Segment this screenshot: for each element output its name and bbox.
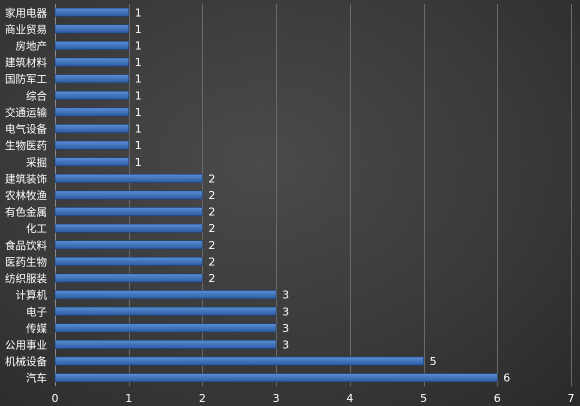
x-tick-label: 6 <box>494 392 501 405</box>
bar <box>54 90 130 100</box>
category-label: 采掘 <box>26 156 47 169</box>
bar <box>54 207 203 217</box>
category-label: 纺织服装 <box>5 272 47 285</box>
data-label: 3 <box>282 289 289 302</box>
data-label: 1 <box>135 56 142 69</box>
bar <box>54 173 203 183</box>
bar <box>54 323 277 333</box>
data-label: 2 <box>208 255 215 268</box>
category-label: 机械设备 <box>5 355 47 368</box>
data-label: 3 <box>282 305 289 318</box>
bar <box>54 41 130 50</box>
data-label: 3 <box>282 338 289 351</box>
category-label: 电气设备 <box>5 123 47 136</box>
x-tick-label: 4 <box>346 392 353 405</box>
data-label: 2 <box>208 222 215 235</box>
category-label: 化工 <box>26 222 47 235</box>
bar <box>54 273 203 283</box>
data-label: 1 <box>135 23 142 36</box>
bar <box>54 124 130 134</box>
bar <box>54 140 130 150</box>
data-label: 5 <box>430 355 437 368</box>
data-label: 1 <box>135 156 142 169</box>
category-label: 国防军工 <box>5 73 47 86</box>
data-label: 1 <box>135 106 142 119</box>
category-label: 建筑材料 <box>5 56 47 69</box>
category-label: 有色金属 <box>5 206 47 219</box>
category-label: 传媒 <box>26 322 47 335</box>
data-label: 1 <box>135 73 142 86</box>
x-tick-label: 3 <box>273 392 280 405</box>
data-label: 1 <box>135 6 142 19</box>
x-tick-label: 7 <box>568 392 575 405</box>
bar <box>54 24 130 34</box>
category-label: 食品饮料 <box>5 239 47 252</box>
data-label: 1 <box>135 89 142 102</box>
category-label: 交通运输 <box>5 106 47 119</box>
bar <box>54 190 203 200</box>
data-label: 1 <box>135 139 142 152</box>
category-label: 公用事业 <box>5 338 47 351</box>
bar <box>54 57 130 67</box>
bar <box>54 157 130 167</box>
category-label: 汽车 <box>26 372 47 385</box>
x-tick-label: 1 <box>125 392 132 405</box>
bars <box>54 7 498 383</box>
bar <box>54 107 130 117</box>
data-label: 2 <box>208 206 215 219</box>
bar <box>54 306 277 316</box>
category-label: 农林牧渔 <box>5 189 47 202</box>
category-label: 综合 <box>26 89 47 102</box>
bar <box>54 290 277 300</box>
data-label: 2 <box>208 189 215 202</box>
category-label: 医药生物 <box>5 255 47 268</box>
category-label: 生物医药 <box>5 139 47 152</box>
bar <box>54 373 498 383</box>
data-label: 3 <box>282 322 289 335</box>
bar <box>54 223 203 233</box>
data-label: 6 <box>503 372 510 385</box>
category-label: 房地产 <box>16 40 48 53</box>
x-tick-label: 5 <box>420 392 427 405</box>
bar <box>54 356 424 366</box>
category-label: 建筑装饰 <box>5 172 47 185</box>
bar <box>54 240 203 250</box>
data-label: 2 <box>208 239 215 252</box>
category-label: 商业贸易 <box>5 23 47 36</box>
data-label: 2 <box>208 172 215 185</box>
labels: 0 1 2 3 4 5 6 7 家用电器 1 商业贸易 1 房地产 1 建筑材料 1 国防军工 1 综合 1 交通运输 1… <box>5 6 575 405</box>
bar <box>54 256 203 266</box>
bar <box>54 340 277 349</box>
x-tick-label: 2 <box>199 392 206 405</box>
category-label: 家用电器 <box>5 6 47 19</box>
bar <box>54 74 130 84</box>
data-label: 1 <box>135 40 142 53</box>
category-label: 电子 <box>26 305 47 318</box>
data-label: 2 <box>208 272 215 285</box>
data-label: 1 <box>135 123 142 136</box>
category-label: 计算机 <box>16 289 48 302</box>
bar <box>54 7 130 17</box>
x-tick-label: 0 <box>52 392 59 405</box>
